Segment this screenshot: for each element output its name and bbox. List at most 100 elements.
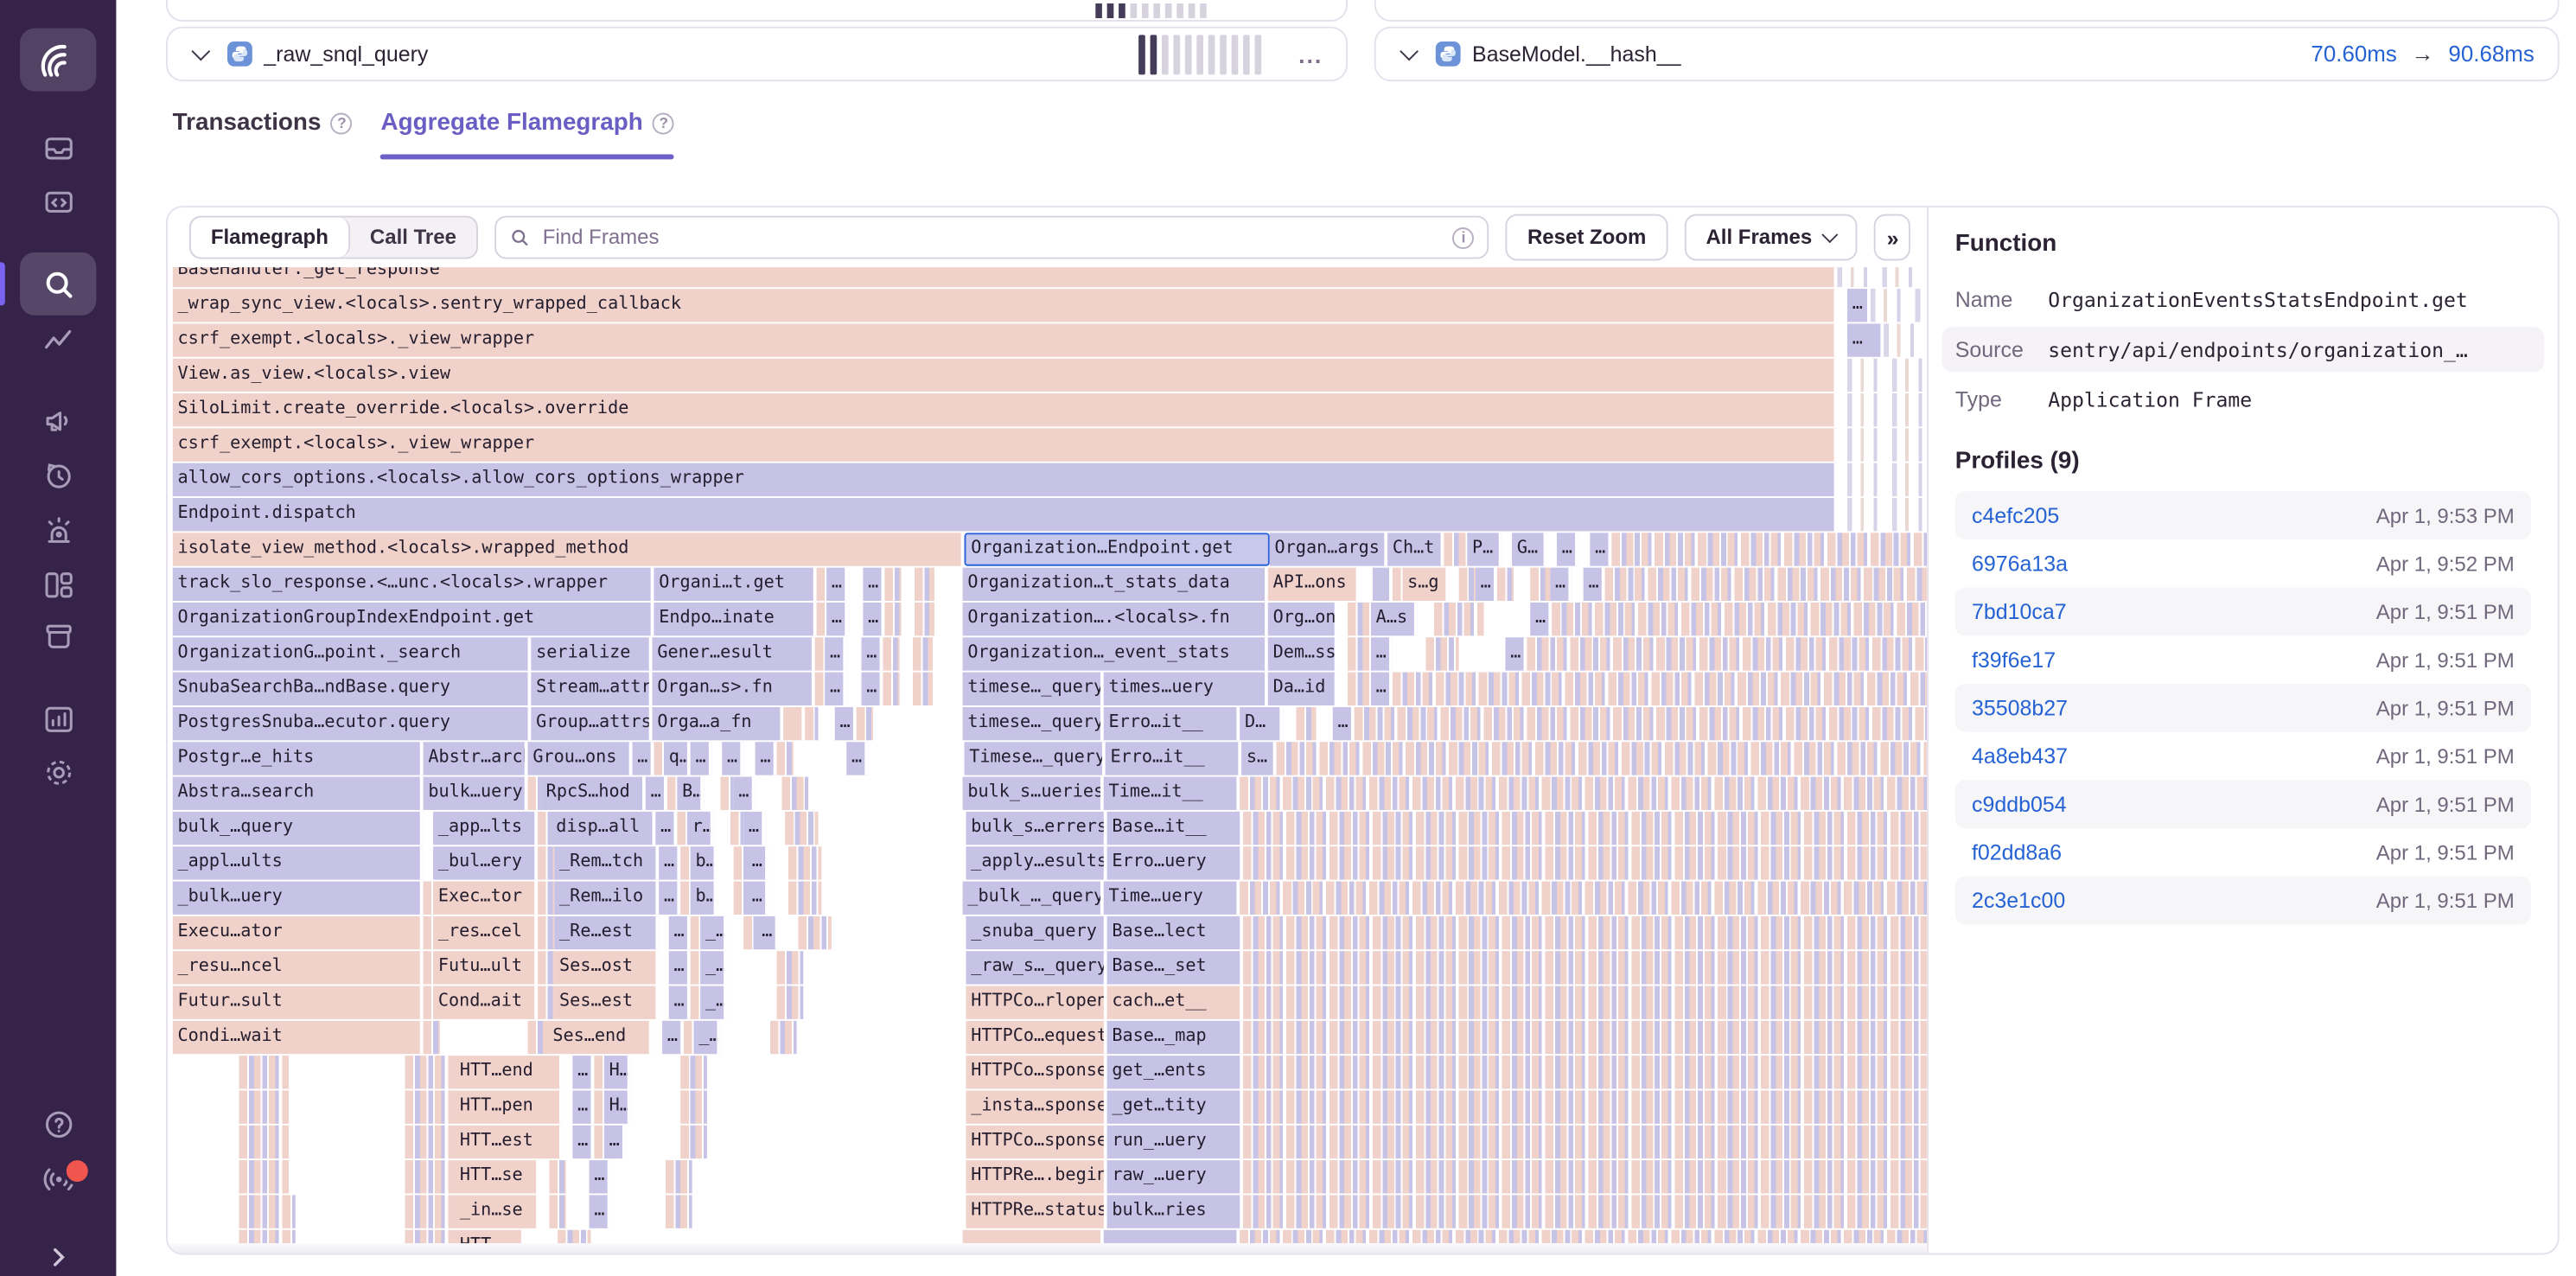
reset-zoom-button[interactable]: Reset Zoom [1506,214,1668,261]
flamegraph-frame[interactable]: Group…attrs [531,706,653,741]
flamegraph-frame[interactable]: … [668,986,691,1019]
frames-filter-dropdown[interactable]: All Frames [1684,214,1858,261]
flamegraph-frame[interactable]: P… [1467,533,1502,566]
flamegraph-frame[interactable] [783,706,806,741]
flamegraph-frame[interactable]: Da…id [1267,672,1338,705]
flamegraph-frame[interactable]: timese…_query [962,706,1104,741]
sidebar-item-stats[interactable] [0,700,116,737]
sidebar-item-explore[interactable] [0,252,116,316]
flamegraph-frame[interactable]: Time…it__ [1103,776,1240,810]
flamegraph-frame[interactable]: _appl…ults [172,846,424,880]
more-options-button[interactable]: ... [1298,41,1323,67]
flamegraph-frame[interactable]: … [1846,323,1884,357]
flamegraph-frame[interactable]: … [1332,706,1355,741]
flamegraph-frame-selected[interactable]: Organization…Endpoint.get [964,533,1270,566]
flamegraph-frame[interactable]: B… [677,776,705,810]
flamegraph-frame[interactable]: OrganizationG…point._search [172,637,532,671]
flamegraph-frame[interactable]: s… [1241,742,1277,775]
flamegraph-frame[interactable]: … [655,811,678,845]
flamegraph-frame[interactable]: _res…cel [433,916,539,950]
flamegraph-frame[interactable]: … [825,637,847,671]
flamegraph-frame[interactable]: … [1583,567,1605,602]
flamegraph-frame[interactable]: … [743,811,766,845]
view-toggle-flamegraph[interactable]: Flamegraph [190,217,350,258]
help-circle-icon[interactable]: ? [653,112,675,134]
flamegraph-frame[interactable]: … [572,1090,595,1124]
flamegraph-frame[interactable]: run_…uery [1106,1125,1244,1159]
flamegraph-frame[interactable]: … [756,916,779,950]
flamegraph-frame[interactable]: … [1505,637,1527,671]
flamegraph-frame[interactable] [962,1229,1104,1247]
flamegraph-frame[interactable]: Endpoint.dispatch [172,498,1838,532]
flamegraph-frame[interactable]: Erro…uery [1106,846,1244,880]
flamegraph-frame[interactable]: HTTPCo…sponse [966,1125,1107,1159]
flamegraph-frame[interactable]: D… [1240,706,1284,741]
flamegraph-frame[interactable]: Timese…_query [964,742,1106,775]
flamegraph-frame[interactable]: … [861,637,883,671]
flamegraph-frame[interactable]: _… [700,916,727,950]
flamegraph-frame[interactable]: HTTPCo…equest [966,1020,1107,1055]
profile-id-link[interactable]: 7bd10ca7 [1971,599,2067,624]
flamegraph-frame[interactable]: … [690,742,712,775]
flamegraph-frame[interactable]: H… [603,1056,631,1089]
flamegraph-frame[interactable]: csrf_exempt.<locals>._view_wrapper [172,323,1838,357]
flamegraph-frame[interactable]: serialize [531,637,653,671]
flamegraph-frame[interactable]: … [589,1195,611,1228]
find-frames-search[interactable]: i [494,215,1489,259]
sidebar-item-replays[interactable] [0,456,116,493]
flamegraph-frame[interactable]: bulk_s…ueries [962,776,1104,810]
tab-aggregate-flamegraph[interactable]: Aggregate Flamegraph ? [380,110,675,160]
flamegraph-frame[interactable]: bulk…ries [1106,1195,1244,1228]
flamegraph-frame[interactable]: times…uery [1103,672,1268,705]
flamegraph-frame[interactable]: b… [690,881,717,915]
flamegraph-frame[interactable]: Erro…it__ [1103,706,1240,741]
flamegraph-frame[interactable]: bulk…uery [423,776,528,810]
profile-id-link[interactable]: 2c3e1c00 [1971,888,2066,913]
flamegraph-frame[interactable]: raw_…uery [1106,1160,1244,1194]
flamegraph-frame[interactable]: s…g [1402,567,1450,602]
flamegraph-frame[interactable]: … [603,1125,626,1159]
flamegraph-frame[interactable]: G… [1512,533,1547,566]
flamegraph-frame[interactable]: RpcS…hod [540,776,646,810]
flamegraph-frame[interactable]: Abstr…arch [423,742,528,775]
flamegraph-frame[interactable]: … [632,742,654,775]
flamegraph-frame[interactable]: Organization….<locals>.fn [962,602,1268,636]
flamegraph-frame[interactable]: Base…_map [1106,1020,1244,1055]
flamegraph-frame[interactable]: bulk_s…errers [966,811,1107,845]
flamegraph-frame[interactable]: … [834,706,857,741]
flamegraph-frame[interactable]: Orga…a_fn [652,706,784,741]
flamegraph-frame[interactable]: _in…se [455,1195,539,1228]
flamegraph-frame[interactable]: … [863,567,885,602]
help-circle-icon[interactable]: ? [330,112,353,134]
flamegraph-frame[interactable]: HTT…pen [455,1090,563,1124]
profile-id-link[interactable]: 4a8eb437 [1971,743,2069,769]
sidebar-item-issues[interactable] [0,130,116,166]
flamegraph-frame[interactable]: … [1475,567,1497,602]
flamegraph-frame[interactable]: Erro…it__ [1105,742,1242,775]
flamegraph-frame[interactable]: Exec…tor [433,881,539,915]
flamegraph-frame[interactable]: … [733,776,756,810]
flamegraph-scrollbar[interactable] [167,1243,1928,1254]
flamegraph-frame[interactable]: Postgr…e_hits [172,742,424,775]
flamegraph-frame[interactable]: … [572,1056,595,1089]
flamegraph-frame[interactable]: SiloLimit.create_override.<locals>.overr… [172,393,1838,427]
flamegraph-frame[interactable]: HTTPCo…rlopen [966,986,1107,1019]
sidebar-item-projects[interactable] [0,182,116,219]
flamegraph-frame[interactable]: SnubaSearchBa…ndBase.query [172,672,532,705]
flamegraph-frame[interactable]: Base…it__ [1106,811,1244,845]
flamegraph-frame[interactable]: … [747,881,768,915]
flamegraph-frame[interactable]: … [668,951,691,985]
flamegraph-frame[interactable]: Organi…t.get [654,567,817,602]
flamegraph-frame[interactable]: … [861,672,883,705]
flamegraph-frame[interactable]: Base…lect [1106,916,1244,950]
flamegraph-frame[interactable]: Stream…attrs [531,672,653,705]
flamegraph-frame[interactable]: … [863,602,885,636]
flamegraph-frame[interactable]: _… [700,951,727,985]
flamegraph-frame[interactable]: HTT…se [455,1160,539,1194]
flamegraph-frame[interactable]: … [572,1125,595,1159]
flamegraph-frame[interactable]: disp…all [551,811,656,845]
flamegraph-frame[interactable] [1103,1229,1240,1247]
flamegraph-frame[interactable]: get_…ents [1106,1056,1244,1089]
profile-id-link[interactable]: 6976a13a [1971,551,2069,577]
chevron-down-icon[interactable] [1400,41,1419,61]
